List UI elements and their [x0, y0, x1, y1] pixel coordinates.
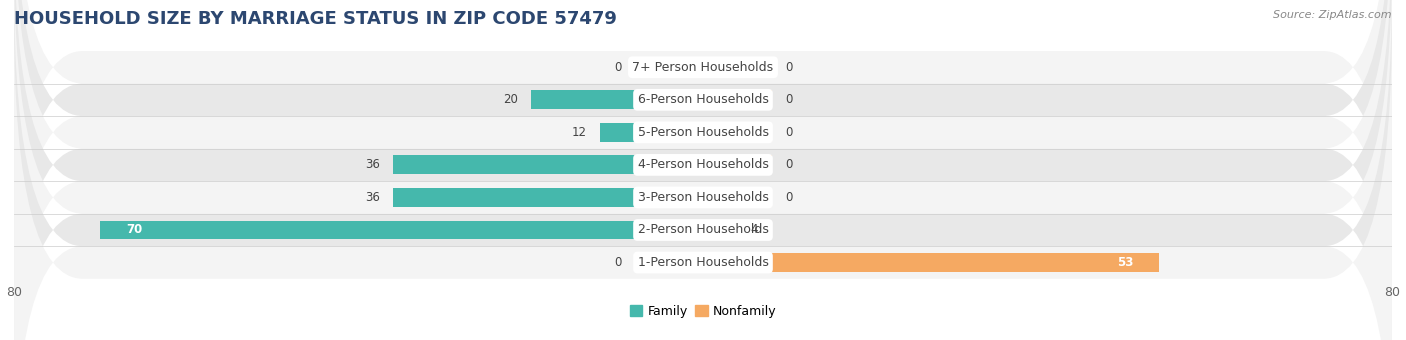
- Text: 70: 70: [127, 223, 142, 237]
- Text: 0: 0: [785, 93, 792, 106]
- FancyBboxPatch shape: [14, 0, 1392, 340]
- Bar: [392, 188, 703, 207]
- Text: 12: 12: [572, 126, 586, 139]
- Text: HOUSEHOLD SIZE BY MARRIAGE STATUS IN ZIP CODE 57479: HOUSEHOLD SIZE BY MARRIAGE STATUS IN ZIP…: [14, 10, 617, 28]
- Text: 3-Person Households: 3-Person Households: [637, 191, 769, 204]
- Bar: [703, 221, 738, 239]
- Bar: [703, 90, 772, 109]
- Bar: [392, 155, 703, 174]
- Text: 5-Person Households: 5-Person Households: [637, 126, 769, 139]
- Bar: [599, 123, 703, 142]
- Text: 20: 20: [503, 93, 517, 106]
- Text: 0: 0: [785, 61, 792, 74]
- Text: 53: 53: [1118, 256, 1133, 269]
- Text: 2-Person Households: 2-Person Households: [637, 223, 769, 237]
- FancyBboxPatch shape: [14, 0, 1392, 340]
- Bar: [703, 123, 772, 142]
- Bar: [703, 188, 772, 207]
- Text: 6-Person Households: 6-Person Households: [637, 93, 769, 106]
- Text: 0: 0: [785, 126, 792, 139]
- FancyBboxPatch shape: [14, 0, 1392, 311]
- Text: 36: 36: [366, 191, 380, 204]
- Bar: [634, 253, 703, 272]
- Text: 0: 0: [614, 256, 621, 269]
- Text: 0: 0: [785, 158, 792, 171]
- Text: 4-Person Households: 4-Person Households: [637, 158, 769, 171]
- FancyBboxPatch shape: [14, 18, 1392, 340]
- Legend: Family, Nonfamily: Family, Nonfamily: [624, 300, 782, 323]
- Bar: [100, 221, 703, 239]
- Text: 1-Person Households: 1-Person Households: [637, 256, 769, 269]
- Text: 36: 36: [366, 158, 380, 171]
- FancyBboxPatch shape: [14, 0, 1392, 340]
- FancyBboxPatch shape: [14, 0, 1392, 340]
- FancyBboxPatch shape: [14, 0, 1392, 340]
- Text: 4: 4: [751, 223, 758, 237]
- Bar: [634, 58, 703, 77]
- Bar: [703, 253, 1160, 272]
- Text: Source: ZipAtlas.com: Source: ZipAtlas.com: [1274, 10, 1392, 20]
- Text: 0: 0: [614, 61, 621, 74]
- Text: 7+ Person Households: 7+ Person Households: [633, 61, 773, 74]
- Bar: [531, 90, 703, 109]
- Bar: [703, 58, 772, 77]
- Text: 0: 0: [785, 191, 792, 204]
- Bar: [703, 155, 772, 174]
